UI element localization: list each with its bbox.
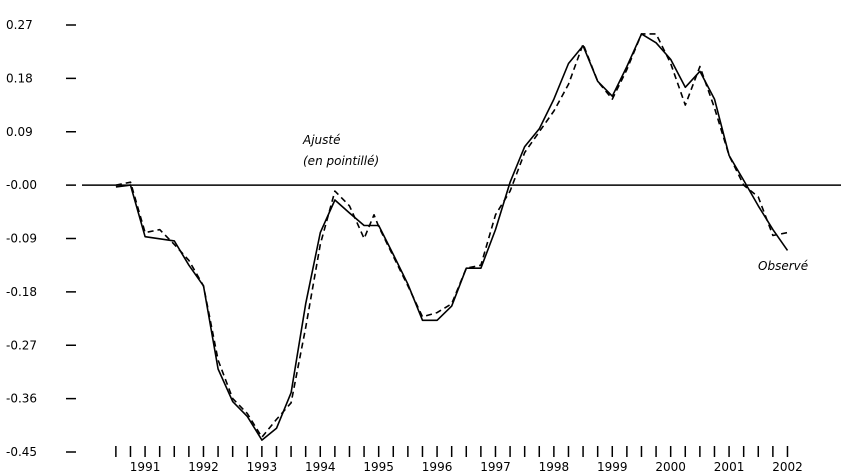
y-tick-label: -0.18 (6, 285, 37, 299)
y-tick-label: -0.09 (6, 232, 37, 246)
y-tick-label: 0.27 (6, 18, 33, 32)
x-tick-label: 1992 (188, 460, 219, 474)
plot-area (82, 33, 841, 441)
x-tick-label: 2000 (655, 460, 686, 474)
y-axis: 0.27 0.18 0.09 -0.00 -0.09 -0.18 -0.27 -0.36 -0.… (6, 18, 76, 459)
observed-annotation: Observé (758, 259, 808, 273)
x-tick-label: 1994 (305, 460, 336, 474)
observed-series-line (115, 33, 789, 441)
fitted-series-line (115, 33, 788, 439)
x-tick-label: 1998 (539, 460, 570, 474)
y-tick-label: 0.09 (6, 125, 33, 139)
fitted-note-annotation: (en pointillé) (303, 154, 379, 168)
y-tick-label: -0.45 (6, 445, 37, 459)
x-tick-label: 1993 (247, 460, 278, 474)
fitted-annotation: Ajusté (302, 133, 341, 147)
y-tick-label: 0.18 (6, 71, 33, 85)
y-tick-label: -0.27 (6, 338, 37, 352)
x-tick-label: 1996 (422, 460, 453, 474)
x-tick-label: 1995 (363, 460, 394, 474)
y-tick-label: -0.36 (6, 392, 37, 406)
x-tick-label: 1997 (480, 460, 511, 474)
x-tick-label: 2002 (772, 460, 803, 474)
y-tick-label: -0.00 (6, 178, 37, 192)
x-axis: 1991 1992 1993 1994 1995 1996 1997 1998 1999 2000… (115, 446, 803, 474)
x-tick-label: 2001 (714, 460, 745, 474)
x-tick-label: 1991 (130, 460, 161, 474)
x-tick-label: 1999 (597, 460, 628, 474)
